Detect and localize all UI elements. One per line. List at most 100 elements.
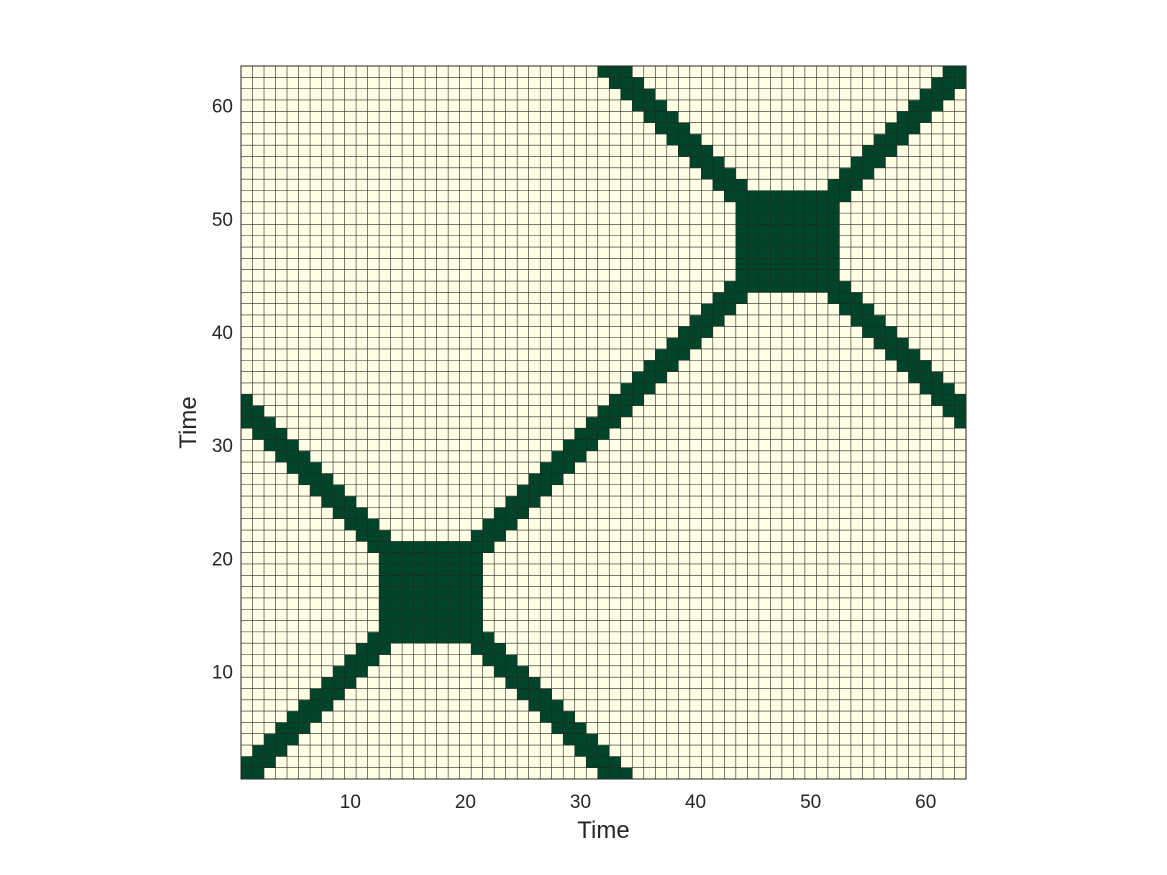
heatmap-cell	[528, 597, 541, 610]
heatmap-cell	[942, 711, 955, 723]
heatmap-cell	[586, 484, 599, 497]
heatmap-cell	[586, 235, 599, 248]
heatmap-cell	[758, 722, 771, 735]
heatmap-cell	[471, 337, 483, 350]
heatmap-cell-recurrent	[919, 382, 932, 395]
heatmap-cell	[574, 66, 587, 78]
heatmap-cell	[816, 394, 829, 406]
heatmap-cell	[586, 643, 599, 655]
heatmap-cell-recurrent	[413, 563, 426, 576]
heatmap-cell	[517, 111, 529, 123]
heatmap-cell	[471, 156, 483, 169]
heatmap-cell	[724, 77, 737, 89]
heatmap-cell	[367, 552, 380, 565]
heatmap-cell-recurrent	[321, 484, 334, 497]
heatmap-cell	[816, 575, 829, 587]
heatmap-cell	[919, 213, 932, 225]
heatmap-cell	[390, 484, 403, 497]
heatmap-cell	[425, 314, 437, 327]
heatmap-cell	[712, 348, 725, 361]
heatmap-cell	[436, 382, 449, 395]
heatmap-cell	[241, 530, 253, 542]
heatmap-cell	[264, 722, 276, 735]
heatmap-cell	[459, 394, 472, 406]
heatmap-cell	[620, 711, 633, 723]
heatmap-cell	[850, 88, 863, 101]
heatmap-cell-recurrent	[436, 620, 449, 633]
heatmap-cell	[264, 462, 276, 474]
heatmap-cell	[747, 473, 760, 486]
heatmap-cell	[459, 179, 472, 191]
heatmap-cell	[390, 292, 403, 304]
heatmap-cell	[333, 643, 345, 655]
heatmap-cell	[609, 371, 622, 384]
heatmap-cell	[275, 122, 288, 135]
heatmap-cell	[275, 360, 288, 372]
heatmap-cell	[609, 99, 622, 112]
heatmap-cell	[701, 745, 714, 757]
heatmap-cell	[804, 530, 817, 542]
heatmap-cell	[241, 167, 253, 180]
heatmap-cell	[620, 586, 633, 599]
heatmap-cell	[287, 326, 299, 338]
heatmap-cell-recurrent	[471, 530, 483, 542]
heatmap-cell	[908, 665, 921, 678]
heatmap-cell	[275, 462, 288, 474]
heatmap-cell	[666, 314, 679, 327]
heatmap-cell	[781, 711, 794, 723]
heatmap-cell	[298, 360, 311, 372]
heatmap-cell	[643, 530, 656, 542]
heatmap-cell	[275, 530, 288, 542]
heatmap-cell	[735, 326, 748, 338]
heatmap-cell	[505, 462, 518, 474]
heatmap-cell	[816, 586, 829, 599]
heatmap-cell	[298, 416, 311, 429]
heatmap-cell	[643, 733, 656, 746]
heatmap-cell	[321, 620, 334, 633]
heatmap-cell	[712, 77, 725, 89]
heatmap-cell	[620, 235, 633, 248]
heatmap-cell-recurrent	[816, 213, 829, 225]
heatmap-cell	[425, 462, 437, 474]
heatmap-cell	[643, 631, 656, 644]
heatmap-cell	[609, 541, 622, 553]
heatmap-cell	[770, 665, 783, 678]
heatmap-cell	[908, 66, 921, 78]
heatmap-cell-recurrent	[528, 688, 541, 701]
heatmap-cell	[471, 326, 483, 338]
heatmap-cell	[471, 428, 483, 440]
heatmap-cell	[919, 699, 932, 712]
heatmap-cell	[471, 484, 483, 497]
heatmap-cell	[942, 167, 955, 180]
heatmap-cell	[724, 722, 737, 735]
heatmap-cell	[781, 303, 794, 316]
heatmap-cell	[574, 462, 587, 474]
heatmap-cell	[540, 518, 553, 531]
heatmap-cell	[873, 688, 886, 701]
heatmap-cell	[609, 711, 622, 723]
heatmap-cell	[781, 99, 794, 112]
heatmap-cell	[321, 111, 334, 123]
heatmap-cell	[735, 167, 748, 180]
heatmap-cell-recurrent	[413, 541, 426, 553]
heatmap-cell	[252, 371, 265, 384]
heatmap-cell	[816, 111, 829, 123]
heatmap-cell-recurrent	[954, 405, 967, 418]
heatmap-cell	[402, 416, 414, 429]
heatmap-cell	[942, 654, 955, 667]
heatmap-cell-recurrent	[666, 122, 679, 135]
heatmap-cell	[574, 156, 587, 169]
heatmap-cell	[747, 462, 760, 474]
heatmap-cell	[540, 88, 553, 101]
heatmap-cell	[919, 269, 932, 282]
heatmap-cell	[793, 507, 806, 519]
heatmap-cell	[390, 643, 403, 655]
heatmap-cell	[655, 767, 668, 780]
heatmap-cell	[942, 122, 955, 135]
heatmap-cell	[896, 450, 909, 463]
heatmap-cell	[701, 450, 714, 463]
heatmap-cell	[425, 156, 437, 169]
heatmap-cell	[459, 224, 472, 237]
heatmap-cell	[344, 360, 357, 372]
heatmap-cell	[586, 450, 599, 463]
